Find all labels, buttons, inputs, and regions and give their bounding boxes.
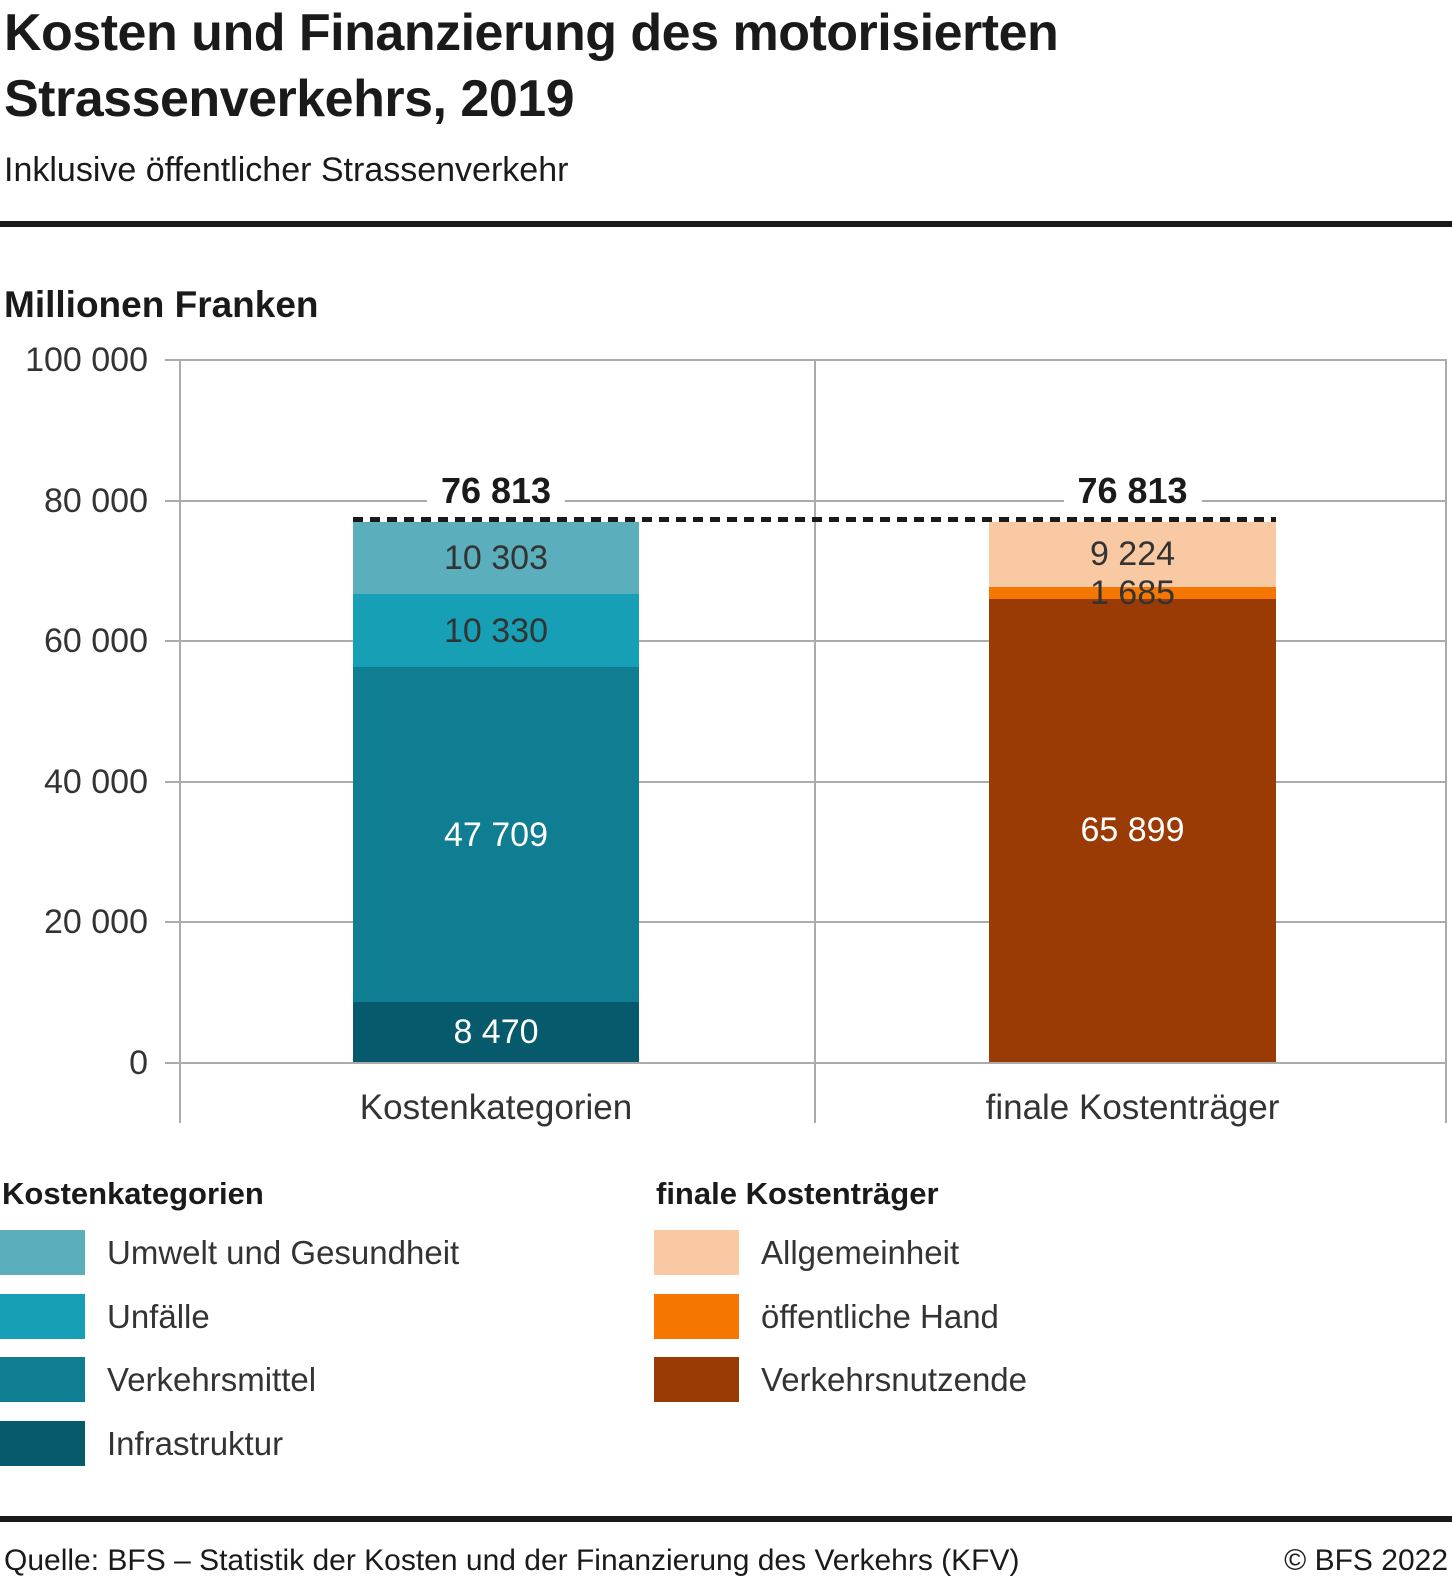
footer-source: Quelle: BFS – Statistik der Kosten und d… [4,1544,1020,1577]
bar-segment-verkehrsmittel [353,667,639,1003]
bar-segment-label: 10 330 [444,611,548,650]
legend-swatch-verkehrsmittel [0,1357,85,1402]
y-tick-label: 60 000 [44,622,148,660]
x-category-label: finale Kostenträger [985,1088,1280,1127]
legend-swatch-infrastruktur [0,1421,85,1466]
y-tick-label: 100 000 [25,341,148,379]
y-tick [165,640,180,642]
footer-copyright: © BFS 2022 [1284,1544,1448,1577]
header-rule [0,221,1452,227]
bar-segment-label: 1 685 [1089,573,1176,612]
gridline [180,640,1447,642]
unit-label: Millionen Franken [4,284,319,325]
legend-swatch-allgemeinheit [654,1230,739,1275]
legend-swatch-unf-lle [0,1294,85,1339]
bar-segment-infrastruktur [353,1002,639,1062]
bar-segment-verkehrsnutzende [989,598,1276,1062]
legend-item-label: Infrastruktur [107,1425,284,1462]
gridline [180,1062,1447,1064]
bar-segment-umwelt-und-gesundheit [353,522,639,595]
legend-item-label: Unfälle [107,1298,210,1335]
bar-segment-label: 47 709 [444,815,548,854]
legend-item-label: Allgemeinheit [761,1234,960,1271]
total-dashed-line [353,517,1276,522]
y-tick [165,781,180,783]
total-label: 76 813 [426,468,566,514]
y-tick-label: 20 000 [44,903,148,941]
legend-swatch--ffentliche-hand [654,1294,739,1339]
y-tick-label: 80 000 [44,482,148,520]
gridline [180,921,1447,923]
bar-segment--ffentliche-hand [989,586,1276,599]
total-label: 76 813 [1063,468,1202,514]
y-tick-label: 40 000 [44,763,148,801]
plot-right-border [1445,359,1447,1123]
axis-line-left [179,359,181,1123]
bar-segment-label: 65 899 [1080,811,1185,850]
footer-rule [0,1516,1452,1522]
legend-heading: finale Kostenträger [656,1176,939,1211]
gridline [180,500,1447,502]
legend-item-label: Verkehrsmittel [107,1361,317,1398]
gridline [180,781,1447,783]
x-category-label: Kostenkategorien [359,1088,633,1127]
legend-swatch-umwelt-und-gesundheit [0,1230,85,1275]
y-tick-label: 0 [129,1044,148,1082]
legend-heading: Kostenkategorien [2,1176,264,1211]
chart-title: Kosten und Finanzierung des motorisierte… [4,4,1059,128]
y-tick [165,921,180,923]
bar-segment-label: 9 224 [1089,535,1176,574]
bar-segment-unf-lle [353,594,639,668]
bar-segment-label: 8 470 [453,1013,539,1052]
gridline [180,359,1447,361]
legend-item-label: öffentliche Hand [761,1298,999,1335]
y-tick [165,500,180,502]
bar-segment-label: 10 303 [444,539,548,578]
bar-segment-allgemeinheit [989,522,1276,587]
legend-item-label: Verkehrsnutzende [761,1361,1028,1398]
legend-item-label: Umwelt und Gesundheit [107,1234,460,1271]
legend-swatch-verkehrsnutzende [654,1357,739,1402]
y-tick [165,359,180,361]
y-tick [165,1062,180,1064]
panel-divider [814,359,816,1123]
chart-subtitle: Inklusive öffentlicher Strassenverkehr [4,151,569,189]
